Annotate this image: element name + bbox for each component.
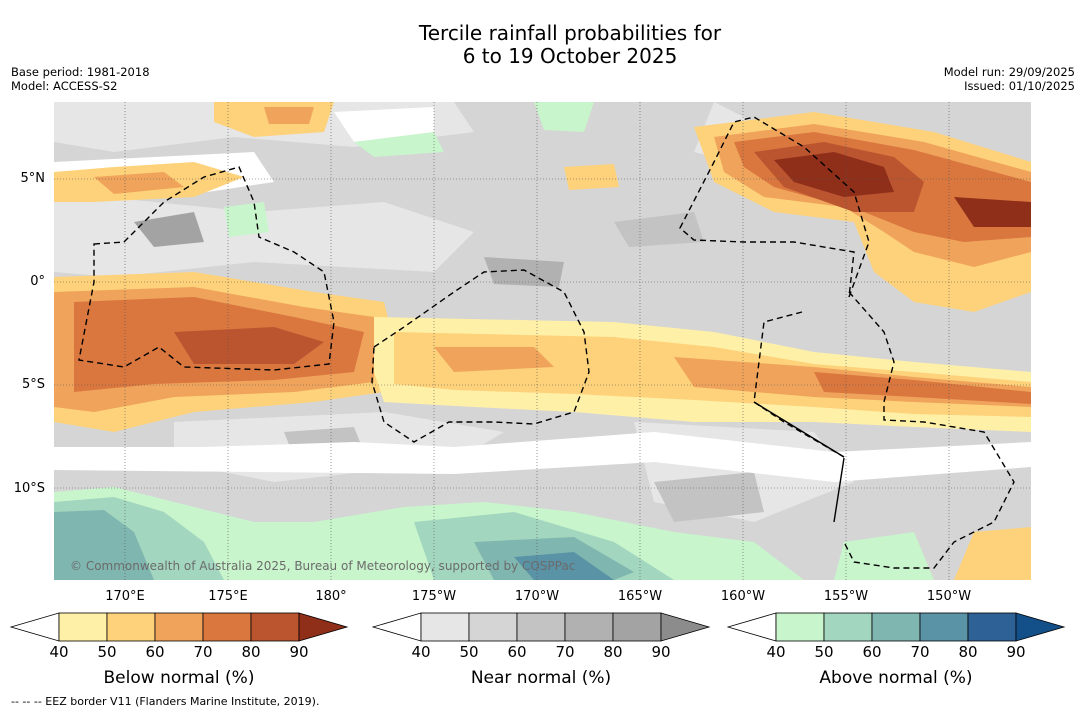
model-run: Model run: 29/09/2025 (943, 65, 1075, 79)
lon-label-165w: 165°W (617, 589, 663, 604)
near-bar-segment-4 (564, 612, 614, 642)
above-bar-segment-1 (775, 612, 825, 642)
lat-label-0: 0° (30, 274, 45, 289)
near-bar-extend-low (372, 612, 422, 642)
above-tick-50: 50 (814, 643, 834, 661)
below-bar-segment-2 (106, 612, 156, 642)
title-line-1: Tercile rainfall probabilities for (418, 21, 722, 45)
below-bar-segment-4 (202, 612, 252, 642)
near-tick-60: 60 (507, 643, 527, 661)
above-normal-title: Above normal (%) (819, 668, 973, 688)
title-line-2: 6 to 19 October 2025 (462, 44, 678, 68)
above-tick-60: 60 (862, 643, 882, 661)
lon-label-170e: 170°E (105, 589, 145, 604)
lat-label-5n: 5°N (20, 171, 46, 186)
near-bar-segment-2 (468, 612, 518, 642)
above-bar-extend-high (1015, 612, 1066, 642)
below-tick-90: 90 (289, 643, 309, 661)
below-bar-segment-3 (154, 612, 204, 642)
above-tick-90: 90 (1006, 643, 1026, 661)
lon-label-160w: 160°W (720, 589, 766, 604)
near-bar-segment-3 (516, 612, 566, 642)
lon-label-170w: 170°W (514, 589, 560, 604)
below-normal-title: Below normal (%) (103, 668, 255, 688)
lat-label-10s: 10°S (13, 481, 45, 496)
above-bar-segment-3 (871, 612, 921, 642)
below-bar-extend-high (298, 612, 349, 642)
below-tick-50: 50 (97, 643, 117, 661)
near-tick-80: 80 (603, 643, 623, 661)
near-bar-segment-1 (420, 612, 470, 642)
below-bar-segment-1 (58, 612, 108, 642)
model-name: Model: ACCESS-S2 (11, 79, 118, 93)
above-bar-extend-low (727, 612, 777, 642)
near-tick-70: 70 (555, 643, 575, 661)
near-bar-extend-high (660, 612, 711, 642)
lon-label-175w: 175°W (411, 589, 457, 604)
below-tick-70: 70 (193, 643, 213, 661)
below-bar-extend-low (10, 612, 60, 642)
colorbar-near (372, 612, 711, 642)
map-credit: © Commonwealth of Australia 2025, Bureau… (70, 559, 576, 573)
above-tick-80: 80 (958, 643, 978, 661)
above-bar-segment-2 (823, 612, 873, 642)
lon-label-155w: 155°W (823, 589, 869, 604)
below-bar-segment-5 (250, 612, 300, 642)
lon-label-150w: 150°W (926, 589, 972, 604)
lon-label-175e: 175°E (208, 589, 248, 604)
near-tick-40: 40 (411, 643, 431, 661)
map-svg (54, 102, 1031, 580)
near-tick-50: 50 (459, 643, 479, 661)
above-tick-70: 70 (910, 643, 930, 661)
above-bar-segment-5 (967, 612, 1017, 642)
below-tick-80: 80 (241, 643, 261, 661)
colorbar-above (727, 612, 1066, 642)
above-bar-segment-4 (919, 612, 969, 642)
base-period: Base period: 1981-2018 (11, 65, 150, 79)
above-tick-40: 40 (766, 643, 786, 661)
meta-right: Model run: 29/09/2025 Issued: 01/10/2025 (944, 65, 1075, 93)
below-tick-40: 40 (49, 643, 69, 661)
issued-date: Issued: 01/10/2025 (964, 79, 1075, 93)
lat-label-5s: 5°S (21, 377, 45, 392)
near-tick-90: 90 (651, 643, 671, 661)
near-normal-title: Near normal (%) (470, 668, 612, 688)
colorbar-below (10, 612, 349, 642)
lon-label-180: 180° (315, 589, 347, 604)
probability-map (54, 102, 1031, 580)
eez-note: -- -- -- EEZ border V11 (Flanders Marine… (11, 695, 320, 708)
map-title: Tercile rainfall probabilities for 6 to … (0, 22, 1085, 68)
meta-left: Base period: 1981-2018 Model: ACCESS-S2 (11, 65, 150, 93)
near-bar-segment-5 (612, 612, 662, 642)
below-tick-60: 60 (145, 643, 165, 661)
